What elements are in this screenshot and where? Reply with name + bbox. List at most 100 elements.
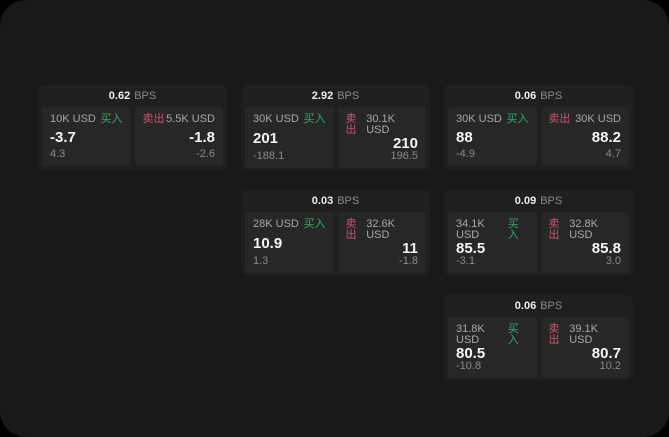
sell-price: 85.8 xyxy=(591,240,621,257)
buy-delta: 1.3 xyxy=(253,255,269,267)
sell-size: 5.5K USD xyxy=(166,113,215,125)
buy-price: 80.5 xyxy=(456,345,486,362)
buy-size: 34.1K USD xyxy=(456,218,485,241)
sell-label: 卖出 xyxy=(548,323,560,346)
sell-label: 卖出 xyxy=(345,218,357,241)
panel-top-row: 卖出 32.8K USD xyxy=(549,219,622,241)
sell-label: 卖出 xyxy=(548,113,571,125)
panel-top-row: 卖出 30.1K USD xyxy=(346,114,419,136)
quote-panels: 10K USD 买入 -3.7 4.3 卖出 5.5K USD -1.8 -2.… xyxy=(38,105,227,170)
buy-size: 30K USD xyxy=(456,113,502,125)
bps-value: 2.92 xyxy=(311,90,334,102)
sell-quote-panel[interactable]: 卖出 32.8K USD 85.8 3.0 xyxy=(540,212,629,273)
sell-quote-panel[interactable]: 卖出 32.6K USD 11 -1.8 xyxy=(337,212,426,273)
quote-panels: 34.1K USD 买入 85.5 -3.1 卖出 32.8K USD 85.8… xyxy=(444,210,633,277)
panel-top-row: 10K USD 买入 xyxy=(50,114,123,125)
panel-top-row: 34.1K USD 买入 xyxy=(456,219,529,241)
buy-price: 10.9 xyxy=(253,234,283,252)
quote-panels: 30K USD 买入 88 -4.9 卖出 30K USD 88.2 4.7 xyxy=(444,105,633,170)
sell-size: 30.1K USD xyxy=(366,113,395,136)
quote-card-5: 0.09 BPS 34.1K USD 买入 85.5 -3.1 卖出 32.8K… xyxy=(444,190,633,275)
buy-quote-panel[interactable]: 30K USD 买入 201 -188.1 xyxy=(245,107,334,168)
sell-quote-panel[interactable]: 卖出 30K USD 88.2 4.7 xyxy=(540,107,629,166)
buy-delta: -4.9 xyxy=(456,148,475,160)
quote-panels: 31.8K USD 买入 80.5 -10.8 卖出 39.1K USD 80.… xyxy=(444,315,633,382)
card-header: 0.09 BPS xyxy=(444,190,633,210)
sell-size: 39.1K USD xyxy=(569,323,598,346)
panel-top-row: 卖出 30K USD xyxy=(549,114,622,125)
bps-value: 0.62 xyxy=(108,90,131,102)
buy-price: 88 xyxy=(456,128,473,146)
bps-unit-label: BPS xyxy=(134,90,157,102)
buy-label: 买入 xyxy=(303,218,326,230)
sell-label: 卖出 xyxy=(142,113,165,125)
quote-card-6: 0.06 BPS 31.8K USD 买入 80.5 -10.8 卖出 39.1… xyxy=(444,295,633,380)
buy-size: 28K USD xyxy=(253,218,299,230)
buy-size: 10K USD xyxy=(50,113,96,125)
bps-unit-label: BPS xyxy=(337,195,360,207)
panel-top-row: 30K USD 买入 xyxy=(253,114,326,125)
panel-top-row: 28K USD 买入 xyxy=(253,219,326,230)
buy-label: 买入 xyxy=(303,113,326,125)
sell-delta: -1.8 xyxy=(399,255,418,267)
buy-price: 85.5 xyxy=(456,240,486,257)
buy-quote-panel[interactable]: 28K USD 买入 10.9 1.3 xyxy=(245,212,334,273)
buy-quote-panel[interactable]: 31.8K USD 买入 80.5 -10.8 xyxy=(448,317,537,378)
buy-label: 买入 xyxy=(507,323,519,346)
sell-quote-panel[interactable]: 卖出 39.1K USD 80.7 10.2 xyxy=(540,317,629,378)
buy-label: 买入 xyxy=(506,113,529,125)
panel-top-row: 卖出 5.5K USD xyxy=(143,114,216,125)
quote-panels: 30K USD 买入 201 -188.1 卖出 30.1K USD 210 1… xyxy=(241,105,430,172)
bps-value: 0.06 xyxy=(514,90,537,102)
buy-delta: -188.1 xyxy=(253,150,285,162)
bps-unit-label: BPS xyxy=(540,300,563,312)
panel-top-row: 卖出 32.6K USD xyxy=(346,219,419,241)
sell-label: 卖出 xyxy=(548,218,560,241)
sell-delta: -2.6 xyxy=(196,148,215,160)
sell-size: 32.8K USD xyxy=(569,218,598,241)
buy-quote-panel[interactable]: 10K USD 买入 -3.7 4.3 xyxy=(42,107,131,166)
sell-price: 11 xyxy=(402,240,418,257)
card-header: 0.06 BPS xyxy=(444,295,633,315)
quote-card-2: 2.92 BPS 30K USD 买入 201 -188.1 卖出 30.1K … xyxy=(241,85,430,170)
buy-quote-panel[interactable]: 30K USD 买入 88 -4.9 xyxy=(448,107,537,166)
quote-card-1: 0.62 BPS 10K USD 买入 -3.7 4.3 卖出 5.5K USD xyxy=(38,85,227,170)
quote-card-3: 0.06 BPS 30K USD 买入 88 -4.9 卖出 30K USD xyxy=(444,85,633,170)
sell-delta: 196.5 xyxy=(390,150,418,162)
buy-label: 买入 xyxy=(507,218,519,241)
sell-quote-panel[interactable]: 卖出 5.5K USD -1.8 -2.6 xyxy=(134,107,223,166)
card-header: 0.06 BPS xyxy=(444,85,633,105)
bps-unit-label: BPS xyxy=(540,195,563,207)
sell-quote-panel[interactable]: 卖出 30.1K USD 210 196.5 xyxy=(337,107,426,168)
buy-price: -3.7 xyxy=(50,128,76,146)
buy-label: 买入 xyxy=(100,113,123,125)
sell-size: 32.6K USD xyxy=(366,218,395,241)
sell-size: 30K USD xyxy=(575,113,621,125)
sell-price: -1.8 xyxy=(189,128,215,146)
bps-unit-label: BPS xyxy=(337,90,360,102)
sell-price: 80.7 xyxy=(591,345,621,362)
buy-delta: 4.3 xyxy=(50,148,66,160)
card-header: 0.62 BPS xyxy=(38,85,227,105)
sell-delta: 4.7 xyxy=(605,148,621,160)
buy-quote-panel[interactable]: 34.1K USD 买入 85.5 -3.1 xyxy=(448,212,537,273)
sell-price: 210 xyxy=(392,135,418,152)
panel-top-row: 31.8K USD 买入 xyxy=(456,324,529,346)
card-header: 0.03 BPS xyxy=(241,190,430,210)
buy-size: 31.8K USD xyxy=(456,323,485,346)
panel-top-row: 卖出 39.1K USD xyxy=(549,324,622,346)
sell-delta: 10.2 xyxy=(599,360,621,372)
bps-unit-label: BPS xyxy=(540,90,563,102)
sell-label: 卖出 xyxy=(345,113,357,136)
bps-value: 0.06 xyxy=(514,300,537,312)
sell-price: 88.2 xyxy=(591,128,621,146)
buy-size: 30K USD xyxy=(253,113,299,125)
quote-card-4: 0.03 BPS 28K USD 买入 10.9 1.3 卖出 32.6K US… xyxy=(241,190,430,275)
quote-panels: 28K USD 买入 10.9 1.3 卖出 32.6K USD 11 -1.8 xyxy=(241,210,430,277)
buy-price: 201 xyxy=(253,129,279,147)
panel-top-row: 30K USD 买入 xyxy=(456,114,529,125)
sell-delta: 3.0 xyxy=(605,255,621,267)
buy-delta: -3.1 xyxy=(456,255,475,267)
